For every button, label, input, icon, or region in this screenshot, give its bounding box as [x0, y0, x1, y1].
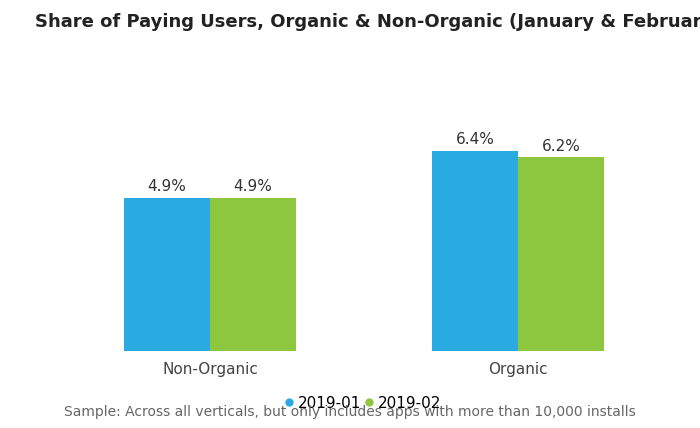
Legend: 2019-01, 2019-02: 2019-01, 2019-02: [287, 396, 441, 411]
Text: 4.9%: 4.9%: [148, 179, 186, 194]
Bar: [518, 158, 604, 351]
Bar: [210, 198, 296, 351]
Bar: [124, 198, 210, 351]
Text: 6.2%: 6.2%: [542, 139, 580, 154]
Bar: [432, 151, 518, 351]
Text: Sample: Across all verticals, but only includes apps with more than 10,000 insta: Sample: Across all verticals, but only i…: [64, 405, 636, 419]
Text: Share of Paying Users, Organic & Non-Organic (January & February 2019): Share of Paying Users, Organic & Non-Org…: [35, 13, 700, 31]
Text: 4.9%: 4.9%: [234, 179, 272, 194]
Text: 6.4%: 6.4%: [456, 132, 494, 147]
